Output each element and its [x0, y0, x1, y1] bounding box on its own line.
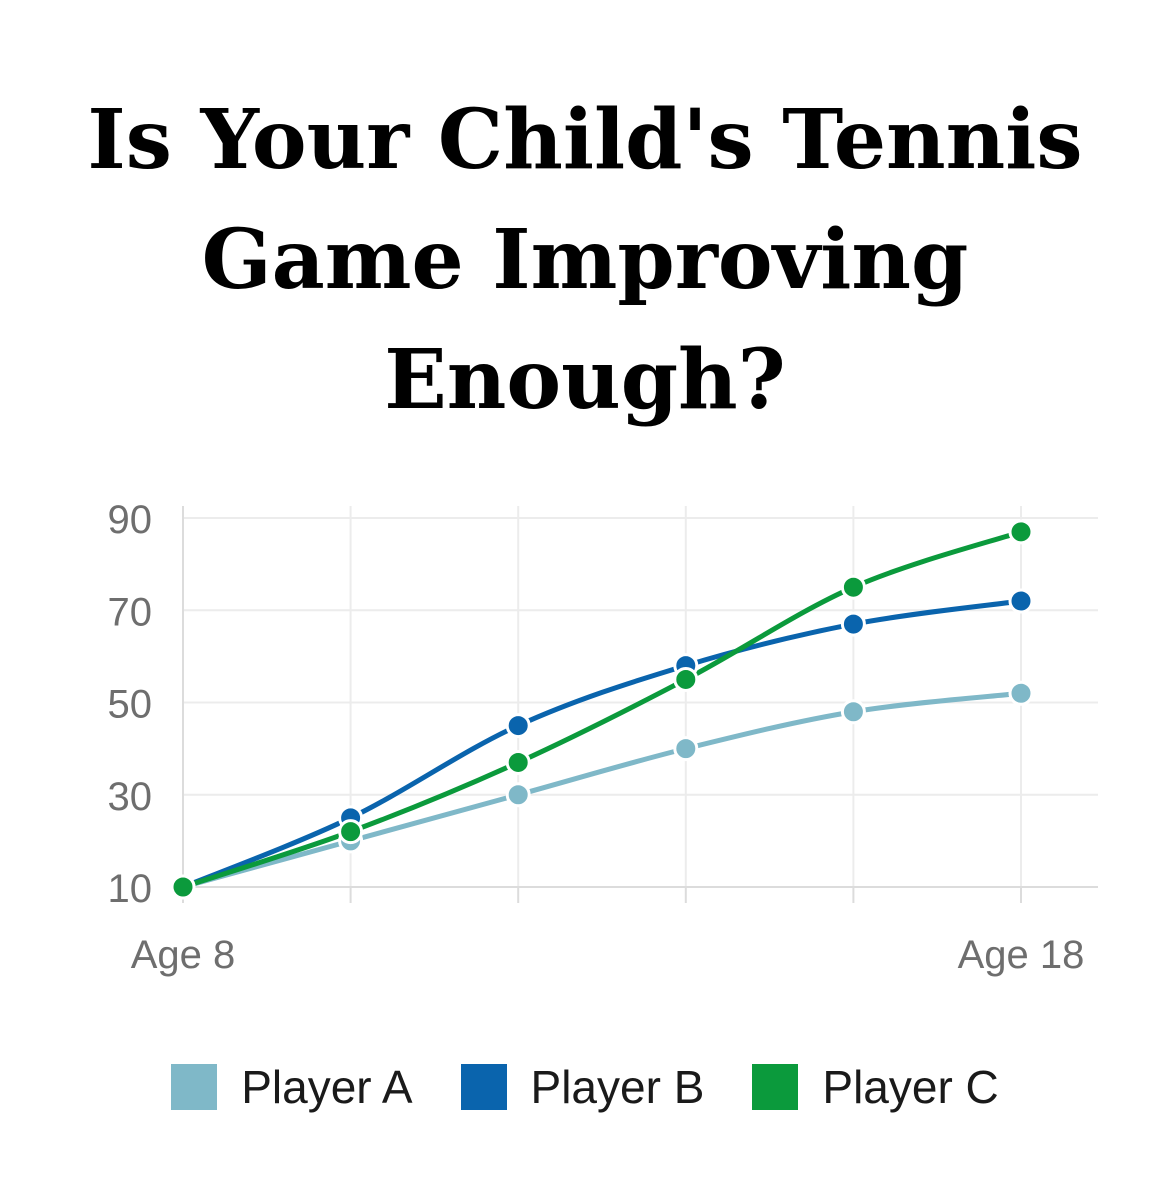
data-point-player-a-16[interactable]: [840, 699, 866, 725]
data-point-player-a-14[interactable]: [673, 736, 699, 762]
legend: Player A Player B Player C: [0, 1060, 1170, 1114]
y-tick-label-10: 10: [108, 867, 153, 911]
data-point-player-b-16[interactable]: [840, 611, 866, 637]
axes: [182, 506, 1098, 903]
x-tick-label-18: Age 18: [958, 933, 1085, 977]
data-point-player-b-18[interactable]: [1008, 588, 1034, 614]
series-line-player-c: [180, 529, 1024, 890]
legend-swatch-player-a: [171, 1064, 218, 1110]
title-line-2: Game Improving: [201, 212, 969, 308]
title-line-1: Is Your Child's Tennis: [87, 92, 1083, 188]
legend-label-player-c: Player C: [822, 1061, 999, 1113]
data-point-player-c-16[interactable]: [840, 574, 866, 600]
series-line-player-b: [180, 598, 1024, 890]
data-point-player-c-18[interactable]: [1008, 519, 1034, 545]
tick-labels: 10 30 50 70 90 Age 8 Age 18: [108, 498, 1085, 977]
y-tick-label-50: 50: [108, 683, 153, 727]
data-point-player-c-12[interactable]: [505, 749, 531, 775]
legend-swatch-player-b: [460, 1064, 507, 1110]
x-tick-label-8: Age 8: [131, 933, 236, 977]
data-point-player-c-10[interactable]: [338, 819, 364, 845]
legend-item-player-b[interactable]: Player B: [460, 1060, 705, 1114]
data-point-player-b-12[interactable]: [505, 713, 531, 739]
data-point-player-c-8[interactable]: [170, 874, 196, 900]
legend-item-player-a[interactable]: Player A: [171, 1060, 413, 1114]
chart-title: Is Your Child's Tennis Game Improving En…: [0, 80, 1170, 440]
title-line-3: Enough?: [384, 332, 786, 428]
y-tick-label-90: 90: [108, 498, 153, 542]
legend-label-player-a: Player A: [241, 1061, 413, 1113]
line-chart: 10 30 50 70 90 Age 8 Age 18: [108, 498, 1098, 977]
y-tick-label-30: 30: [108, 775, 153, 819]
data-point-player-a-18[interactable]: [1008, 680, 1034, 706]
legend-swatch-player-c: [752, 1064, 799, 1110]
data-point-player-c-14[interactable]: [673, 666, 699, 692]
y-tick-label-70: 70: [108, 590, 153, 634]
legend-item-player-c[interactable]: Player C: [752, 1060, 999, 1114]
data-point-player-a-12[interactable]: [505, 782, 531, 808]
series-lines: [170, 519, 1034, 900]
legend-label-player-b: Player B: [530, 1061, 705, 1113]
